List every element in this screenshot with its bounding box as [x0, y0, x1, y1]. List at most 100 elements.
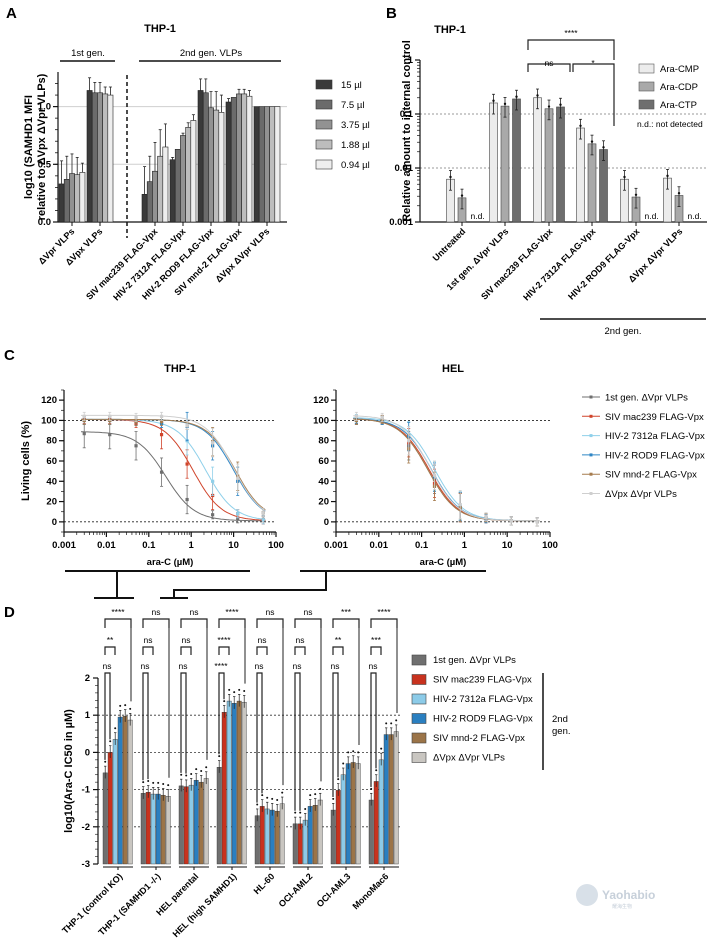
- significance-bracket-bottom: [104, 672, 111, 760]
- fit-curve: [353, 417, 540, 522]
- x-category-label: SIV mac239 FLAG-Vpx: [479, 226, 554, 301]
- significance-bracket-top: [256, 618, 284, 628]
- not-detected-label: n.d.: [688, 211, 702, 221]
- x-tick-label: 0.1: [142, 540, 156, 551]
- watermark-text: Yaohabio: [602, 888, 655, 902]
- y-axis-label: log10(Ara-C IC50 in µM): [63, 709, 75, 833]
- data-point: [261, 794, 264, 797]
- legend-swatch: [411, 674, 427, 685]
- significance-bracket-mid: [256, 646, 268, 655]
- significance-bracket-mid: [294, 646, 306, 655]
- not-detected-label: n.d.: [471, 211, 485, 221]
- significance-label: ****: [564, 28, 578, 38]
- y-tick-label: 60: [318, 456, 329, 467]
- bar: [512, 98, 521, 223]
- group-label-1st-gen: 1st gen.: [71, 48, 105, 59]
- data-point: [211, 479, 215, 483]
- bar: [221, 712, 227, 865]
- data-point: [271, 797, 274, 800]
- fit-curve: [353, 418, 540, 522]
- fit-curve: [353, 418, 540, 522]
- bar: [180, 135, 186, 223]
- legend-swatch: [411, 654, 427, 666]
- bar: [178, 785, 184, 865]
- x-category-label: OCI-AML2: [277, 871, 315, 909]
- data-point: [185, 423, 189, 428]
- x-category-label: HL-60: [252, 871, 277, 896]
- data-point: [152, 781, 155, 784]
- data-point: [109, 740, 112, 743]
- data-point: [332, 797, 335, 800]
- bar: [269, 106, 276, 223]
- significance-bracket-top: [180, 618, 208, 628]
- x-category-label: Untreated: [431, 226, 468, 263]
- bar: [576, 127, 585, 223]
- x-axis-label: ara-C (µM): [420, 557, 467, 568]
- panel-c-thp1: THP-1 0 20 40 60 80 100 120 0.001 0.01 0.1 1 10 100 ar…: [20, 363, 284, 568]
- significance-bracket-mid: [180, 646, 192, 655]
- bar: [208, 107, 214, 223]
- data-point: [200, 770, 203, 772]
- data-point: [536, 94, 539, 97]
- x-tick-label: 10: [228, 540, 239, 551]
- significance-bracket-mid: [142, 646, 154, 655]
- bar: [127, 719, 133, 865]
- data-point: [82, 432, 86, 436]
- group-label-2nd-gen: 2nd gen. VLPs: [180, 48, 243, 59]
- y-tick-label: 0: [52, 517, 57, 528]
- y-tick-label: -3: [82, 859, 90, 870]
- data-point: [159, 414, 164, 418]
- data-point: [547, 105, 551, 108]
- x-tick-label: 0.001: [324, 540, 348, 551]
- significance-bracket-top: [104, 618, 132, 628]
- data-point: [211, 441, 215, 445]
- significance-label: **: [107, 635, 114, 645]
- panel-c-title: THP-1: [164, 363, 196, 375]
- bar: [253, 106, 260, 223]
- data-point: [167, 784, 170, 787]
- data-point: [134, 415, 138, 419]
- legend-label: 3.75 µl: [341, 120, 370, 131]
- significance-label: ns: [179, 661, 188, 671]
- data-point: [509, 519, 513, 523]
- significance-label: ****: [225, 607, 239, 617]
- data-point: [460, 194, 464, 197]
- data-point: [385, 722, 388, 725]
- data-point: [677, 192, 681, 195]
- significance-label: ns: [141, 661, 150, 671]
- bar: [69, 173, 75, 223]
- fit-curve: [353, 418, 540, 522]
- panel-c-hel: HEL 0 20 40 60 80 100 120 0.001 0.01 0.1 1 10 100 ara-…: [313, 363, 705, 568]
- x-category-label: HIV-2 7312A FLAG-Vpx: [521, 226, 597, 302]
- x-axis-label: ara-C (µM): [147, 557, 194, 568]
- data-point: [357, 751, 360, 754]
- legend-label: Ara-CTP: [660, 100, 697, 111]
- data-point: [375, 769, 378, 772]
- bar: [174, 149, 181, 223]
- fit-curve: [81, 431, 266, 522]
- data-point: [347, 751, 350, 754]
- bar: [97, 92, 103, 223]
- data-point: [190, 772, 193, 775]
- data-point: [309, 794, 312, 797]
- legend-label: SIV mnd-2 FLAG-Vpx: [605, 470, 697, 481]
- y-tick-label: 80: [46, 436, 57, 447]
- y-tick-label: 100: [41, 415, 57, 426]
- bar: [183, 786, 189, 865]
- data-point: [390, 722, 393, 725]
- bar: [269, 809, 275, 865]
- significance-bracket-top: [218, 618, 246, 628]
- significance-bracket-mid: [370, 646, 382, 655]
- significance-label: ns: [369, 661, 378, 671]
- significance-label: **: [335, 635, 342, 645]
- bar: [102, 772, 108, 865]
- panel-connectors: [65, 570, 486, 599]
- data-point: [185, 774, 188, 777]
- legend-swatch: [411, 752, 427, 763]
- data-point: [559, 103, 562, 106]
- data-point: [124, 704, 127, 707]
- bar: [307, 806, 313, 865]
- data-point: [380, 415, 384, 419]
- data-point: [108, 414, 112, 418]
